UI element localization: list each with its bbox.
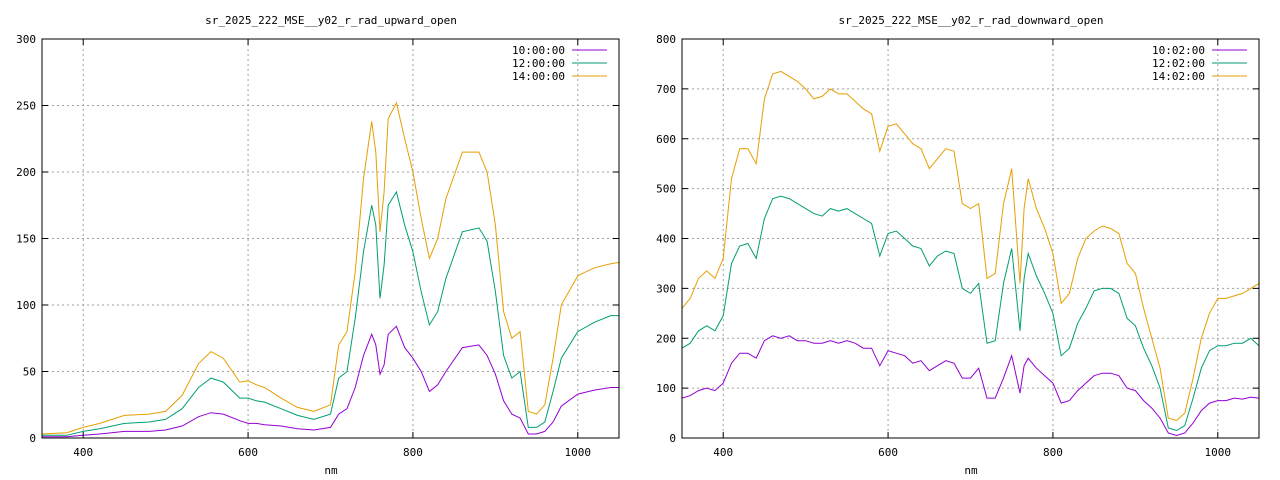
x-tick-label: 1000 xyxy=(1205,446,1232,459)
x-tick-label: 800 xyxy=(403,446,423,459)
series-line-100200 xyxy=(681,335,1260,437)
x-tick-label: 1000 xyxy=(565,446,592,459)
chart-title: sr_2025_222_MSE__y02_r_rad_upward_open xyxy=(205,14,457,27)
chart-upward-svg: sr_2025_222_MSE__y02_r_rad_upward_open n… xyxy=(16,14,620,477)
x-axis-label: nm xyxy=(964,464,978,477)
chart-downward: sr_2025_222_MSE__y02_r_rad_downward_open… xyxy=(640,0,1280,480)
legend-label: 12:02:00 xyxy=(1152,57,1205,70)
chart-downward-svg: sr_2025_222_MSE__y02_r_rad_downward_open… xyxy=(656,14,1260,477)
y-tick-label: 300 xyxy=(16,33,36,46)
series-line-140200 xyxy=(681,70,1260,422)
x-tick-label: 600 xyxy=(878,446,898,459)
y-tick-label: 800 xyxy=(656,33,676,46)
series-line-100000 xyxy=(42,325,619,438)
y-tick-label: 100 xyxy=(16,299,36,312)
chart-title: sr_2025_222_MSE__y02_r_rad_downward_open xyxy=(839,14,1104,27)
series-line-120200 xyxy=(681,195,1260,432)
x-tick-label: 800 xyxy=(1043,446,1063,459)
x-tick-label: 600 xyxy=(238,446,258,459)
y-tick-label: 700 xyxy=(656,83,676,96)
y-tick-label: 250 xyxy=(16,100,36,113)
y-tick-label: 400 xyxy=(656,233,676,246)
legend-label: 10:02:00 xyxy=(1152,44,1205,57)
series-line-120000 xyxy=(42,190,619,436)
legend-label: 10:00:00 xyxy=(512,44,565,57)
y-tick-label: 0 xyxy=(669,432,676,445)
y-tick-label: 150 xyxy=(16,233,36,246)
y-tick-label: 50 xyxy=(23,366,36,379)
legend-label: 14:00:00 xyxy=(512,70,565,83)
y-tick-label: 600 xyxy=(656,133,676,146)
y-tick-label: 200 xyxy=(16,166,36,179)
plot-frame xyxy=(41,38,620,439)
y-tick-label: 500 xyxy=(656,183,676,196)
x-tick-label: 400 xyxy=(73,446,93,459)
y-tick-label: 300 xyxy=(656,282,676,295)
y-tick-label: 100 xyxy=(656,382,676,395)
legend-label: 14:02:00 xyxy=(1152,70,1205,83)
plot-frame xyxy=(681,38,1260,439)
y-tick-label: 200 xyxy=(656,332,676,345)
x-tick-label: 400 xyxy=(713,446,733,459)
y-tick-label: 0 xyxy=(29,432,36,445)
chart-upward: sr_2025_222_MSE__y02_r_rad_upward_open n… xyxy=(16,14,620,477)
series-line-140000 xyxy=(41,101,620,435)
legend-label: 12:00:00 xyxy=(512,57,565,70)
x-axis-label: nm xyxy=(324,464,338,477)
